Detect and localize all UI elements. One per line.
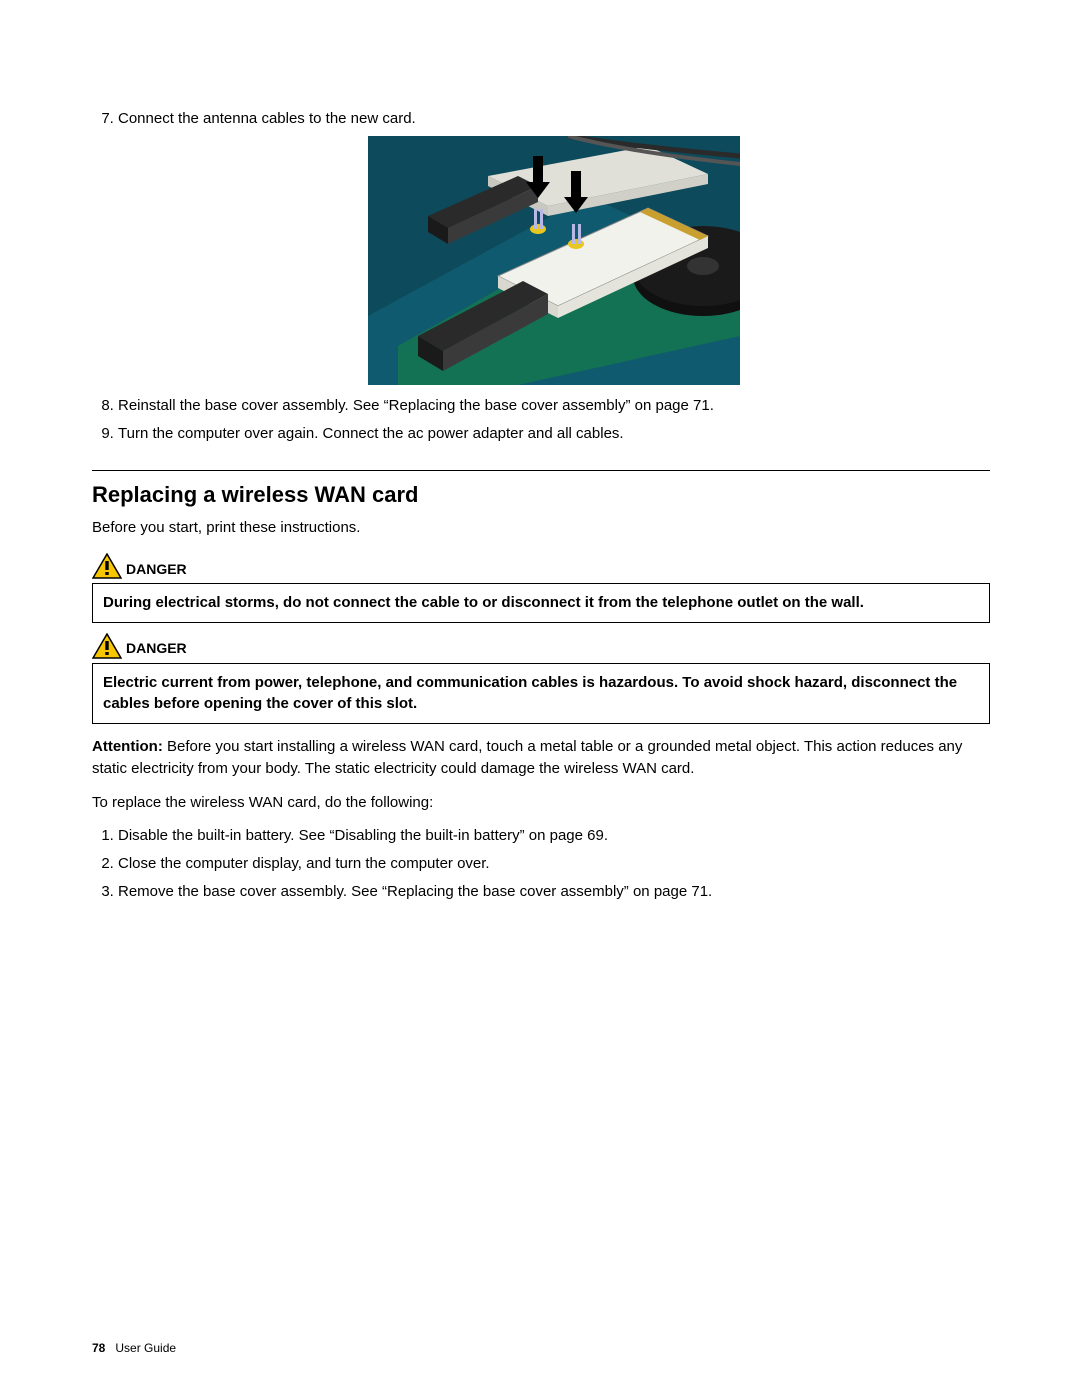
danger-box-1: During electrical storms, do not connect… [92, 583, 990, 623]
section-intro: Before you start, print these instructio… [92, 517, 990, 539]
step-8: Reinstall the base cover assembly. See “… [118, 395, 990, 417]
top-step-list: Connect the antenna cables to the new ca… [92, 108, 990, 444]
step-9-text: Turn the computer over again. Connect th… [118, 425, 624, 442]
danger-header-1: DANGER [92, 553, 990, 579]
attention-paragraph: Attention: Before you start installing a… [92, 736, 990, 780]
doc-title: User Guide [115, 1341, 176, 1355]
attention-label: Attention: [92, 738, 163, 755]
section-heading: Replacing a wireless WAN card [92, 479, 990, 511]
danger-label-1: DANGER [126, 559, 187, 579]
step-8-text: Reinstall the base cover assembly. See “… [118, 397, 714, 414]
body-step-1: Disable the built-in battery. See “Disab… [118, 825, 990, 847]
page-number: 78 [92, 1341, 105, 1355]
danger-box-2: Electric current from power, telephone, … [92, 663, 990, 725]
step-9: Turn the computer over again. Connect th… [118, 423, 990, 445]
antenna-diagram [368, 136, 740, 385]
body-step-2: Close the computer display, and turn the… [118, 853, 990, 875]
step-7-text: Connect the antenna cables to the new ca… [118, 110, 416, 127]
body-step-3: Remove the base cover assembly. See “Rep… [118, 881, 990, 903]
warning-icon [92, 633, 122, 659]
lead-paragraph: To replace the wireless WAN card, do the… [92, 792, 990, 814]
body-step-list: Disable the built-in battery. See “Disab… [92, 825, 990, 902]
warning-icon [92, 553, 122, 579]
diagram-container [118, 136, 990, 385]
danger-label-2: DANGER [126, 638, 187, 658]
step-7: Connect the antenna cables to the new ca… [118, 108, 990, 385]
page-footer: 78 User Guide [92, 1340, 176, 1357]
section-divider [92, 470, 990, 471]
attention-text: Before you start installing a wireless W… [92, 738, 962, 777]
danger-header-2: DANGER [92, 633, 990, 659]
